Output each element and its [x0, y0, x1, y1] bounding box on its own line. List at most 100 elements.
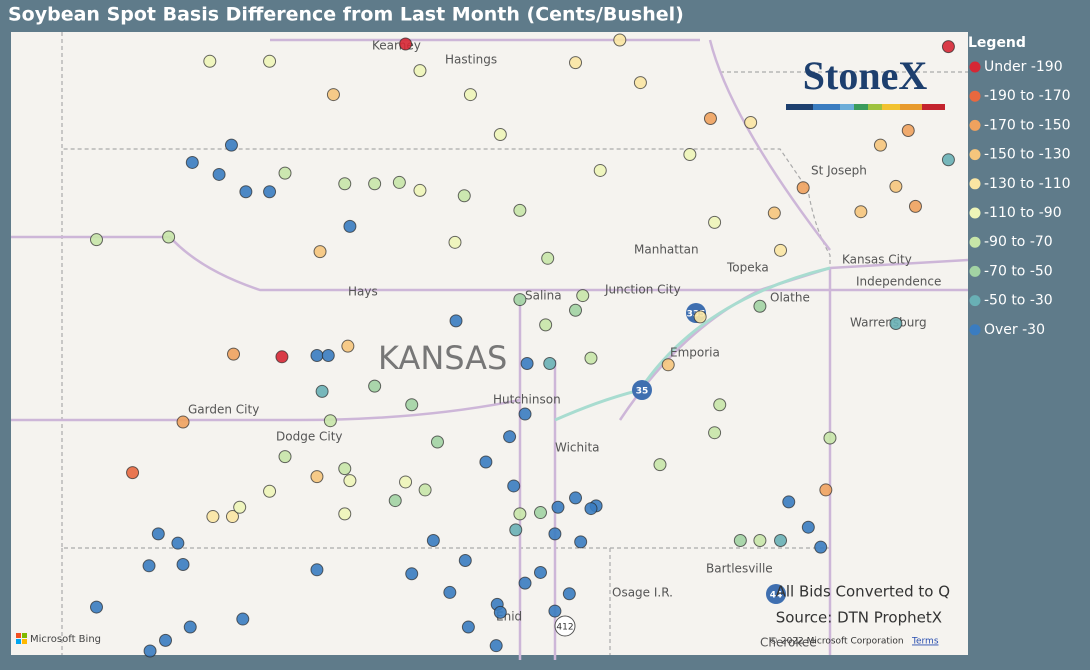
data-point	[413, 64, 427, 78]
data-point	[413, 183, 427, 197]
place-label: Emporia	[670, 346, 720, 360]
chart-title: Soybean Spot Basis Difference from Last …	[8, 4, 684, 26]
note: Source: DTN ProphetX	[776, 609, 942, 627]
data-point	[388, 494, 402, 508]
data-point	[176, 557, 190, 571]
points	[90, 33, 955, 658]
legend-label: -150 to -130	[984, 147, 1071, 163]
data-point	[263, 54, 277, 68]
data-point	[338, 462, 352, 476]
data-point	[548, 527, 562, 541]
legend-title: Legend	[968, 35, 1026, 51]
data-point	[203, 54, 217, 68]
data-point	[584, 351, 598, 365]
data-point	[507, 479, 521, 493]
data-point	[551, 500, 565, 514]
data-point	[814, 540, 828, 554]
data-point	[819, 483, 833, 497]
map-background	[11, 32, 968, 655]
place-label: Cherokee	[760, 636, 817, 650]
highway-shield	[766, 584, 786, 604]
data-point	[405, 398, 419, 412]
data-point	[823, 431, 837, 445]
place-label: Kansas City	[842, 253, 912, 267]
data-point	[533, 565, 547, 579]
data-point	[443, 585, 457, 599]
data-point	[236, 612, 250, 626]
data-point	[90, 233, 104, 247]
data-point	[753, 299, 767, 313]
legend-label: -110 to -90	[984, 205, 1062, 221]
data-point	[713, 398, 727, 412]
data-point	[683, 147, 697, 161]
data-point	[448, 235, 462, 249]
turnpike	[554, 266, 831, 422]
data-point	[693, 310, 707, 324]
data-point	[574, 535, 588, 549]
place-label: Hays	[348, 285, 378, 299]
data-point	[399, 475, 413, 489]
data-point	[343, 219, 357, 233]
data-point	[430, 435, 444, 449]
highway-shield	[554, 615, 576, 637]
data-point	[313, 245, 327, 259]
place-label: Olathe	[770, 291, 810, 305]
data-point	[889, 317, 903, 331]
place-label: Dodge City	[276, 430, 343, 444]
legend-label: Under -190	[984, 59, 1063, 75]
data-point	[782, 495, 796, 509]
data-point	[543, 356, 557, 370]
data-point	[185, 155, 199, 169]
data-point	[143, 644, 157, 658]
legend-label: -130 to -110	[984, 176, 1071, 192]
legend-swatch	[969, 265, 981, 277]
data-point	[518, 576, 532, 590]
place-label: Osage I.R.	[612, 586, 673, 600]
data-point	[479, 455, 493, 469]
data-point	[569, 56, 583, 70]
place-label: Salina	[525, 289, 562, 303]
legend-swatch	[969, 295, 981, 307]
state-label: KANSAS	[378, 339, 507, 377]
data-point	[576, 289, 590, 303]
data-point	[176, 415, 190, 429]
place-label: Warrensburg	[850, 316, 927, 330]
data-point	[142, 559, 156, 573]
data-point	[278, 166, 292, 180]
bing-logo	[16, 633, 27, 644]
data-point	[889, 179, 903, 193]
data-point	[326, 88, 340, 102]
legend-swatch	[969, 324, 981, 336]
legend-label: -90 to -70	[984, 234, 1053, 250]
data-point	[162, 230, 176, 244]
legend-swatch	[969, 178, 981, 190]
data-point	[263, 484, 277, 498]
data-point	[418, 483, 432, 497]
note: All Bids Converted to Q	[776, 583, 950, 601]
terms-link[interactable]: Terms	[911, 637, 939, 647]
data-point	[854, 205, 868, 219]
data-point	[341, 339, 355, 353]
data-point	[753, 534, 767, 548]
data-point	[206, 510, 220, 524]
data-point	[708, 215, 722, 229]
data-point	[518, 407, 532, 421]
data-point	[493, 605, 507, 619]
roads	[11, 38, 969, 660]
place-label: Kearney	[372, 39, 421, 53]
place-label: Junction City	[604, 283, 681, 297]
place-label: Wichita	[555, 441, 600, 455]
data-point	[368, 379, 382, 393]
data-point	[908, 199, 922, 213]
data-point	[278, 450, 292, 464]
data-point	[159, 633, 173, 647]
data-point	[569, 491, 583, 505]
highway-shield	[632, 380, 652, 400]
data-point	[513, 203, 527, 217]
data-point	[151, 527, 165, 541]
copyright: © 2022 Microsoft Corporation	[769, 637, 904, 647]
data-point	[321, 348, 335, 362]
data-point	[513, 293, 527, 307]
